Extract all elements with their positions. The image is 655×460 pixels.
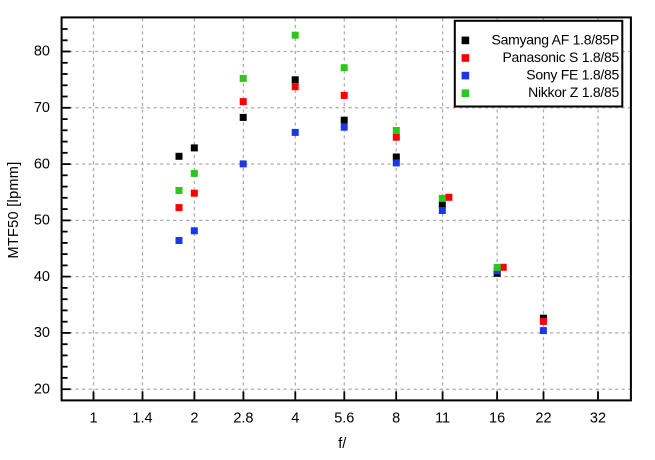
svg-text:4: 4	[291, 411, 299, 427]
svg-text:22: 22	[535, 411, 551, 427]
svg-text:Sony FE 1.8/85: Sony FE 1.8/85	[526, 67, 619, 83]
svg-text:70: 70	[34, 100, 50, 116]
svg-text:f/: f/	[338, 436, 347, 452]
svg-text:1.4: 1.4	[132, 411, 152, 427]
svg-text:11: 11	[435, 411, 450, 427]
svg-text:8: 8	[392, 411, 400, 427]
svg-text:20: 20	[34, 381, 50, 397]
svg-text:Nikkor Z 1.8/85: Nikkor Z 1.8/85	[528, 84, 619, 100]
svg-text:Samyang AF 1.8/85P: Samyang AF 1.8/85P	[492, 31, 619, 47]
svg-text:16: 16	[489, 411, 505, 427]
svg-text:40: 40	[34, 269, 50, 285]
svg-text:30: 30	[34, 325, 50, 341]
svg-text:Panasonic S 1.8/85: Panasonic S 1.8/85	[502, 49, 619, 65]
svg-text:1: 1	[89, 411, 97, 427]
svg-text:60: 60	[34, 156, 50, 172]
svg-text:5.6: 5.6	[334, 411, 354, 427]
svg-text:50: 50	[34, 213, 50, 229]
svg-text:2: 2	[190, 411, 198, 427]
svg-text:80: 80	[34, 44, 50, 60]
svg-text:2.8: 2.8	[233, 411, 253, 427]
svg-text:MTF50 [lpmm]: MTF50 [lpmm]	[6, 161, 22, 258]
svg-text:32: 32	[590, 411, 606, 427]
